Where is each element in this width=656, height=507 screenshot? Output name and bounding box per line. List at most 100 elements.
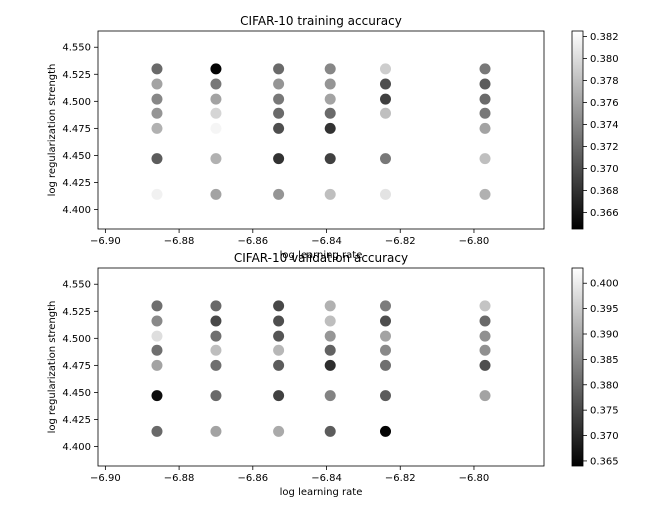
data-point	[273, 300, 285, 312]
plot-area-frame	[97, 267, 545, 467]
data-point	[324, 93, 336, 105]
data-point	[210, 315, 222, 327]
data-point	[380, 390, 391, 402]
data-point	[479, 330, 491, 342]
data-point	[210, 188, 222, 200]
data-point	[151, 390, 163, 402]
x-axis-label: log learning rate	[280, 487, 363, 498]
data-point	[151, 359, 163, 371]
y-tick-label: 4.450	[62, 388, 91, 399]
y-tick-label: 4.400	[62, 442, 91, 453]
data-point	[324, 78, 336, 90]
plot-area-frame	[97, 30, 545, 230]
x-tick-label: −6.84	[311, 473, 342, 484]
y-tick-label: 4.525	[62, 70, 91, 81]
data-point	[273, 315, 285, 327]
data-point	[324, 359, 336, 371]
data-point	[210, 425, 222, 437]
colorbar-frame	[571, 30, 584, 230]
data-point	[273, 188, 285, 200]
data-point	[151, 344, 163, 356]
colorbar-tick-label: 0.380	[590, 54, 619, 65]
data-point	[380, 153, 391, 165]
data-point	[479, 300, 491, 312]
colorbar-tick-label: 0.370	[590, 164, 619, 175]
data-point	[479, 390, 491, 402]
data-point	[324, 153, 336, 165]
x-tick-label: −6.88	[164, 236, 195, 247]
data-point	[210, 78, 222, 90]
data-point	[151, 78, 163, 90]
data-point	[479, 122, 491, 134]
data-point	[479, 107, 491, 119]
y-tick-label: 4.550	[62, 43, 91, 54]
data-point	[273, 78, 285, 90]
colorbar: 0.366 0.368 0.370 0.372 0.374 0.376 0.378 0.380…	[571, 30, 619, 230]
colorbar-tick-label: 0.376	[590, 98, 619, 109]
data-point	[210, 330, 222, 342]
data-point	[210, 93, 222, 105]
y-tick-label: 4.425	[62, 415, 91, 426]
colorbar-tick-label: 0.395	[590, 304, 619, 315]
x-tick-label: −6.86	[237, 236, 268, 247]
data-point	[273, 153, 285, 165]
data-point	[324, 188, 336, 200]
data-point	[273, 330, 285, 342]
y-tick-label: 4.475	[62, 124, 91, 135]
colorbar: 0.365 0.370 0.375 0.380 0.385 0.390 0.395 0.400	[571, 267, 619, 467]
data-point	[151, 63, 163, 75]
data-point	[324, 425, 336, 437]
colorbar-tick-label: 0.390	[590, 330, 619, 341]
data-point	[324, 390, 336, 402]
data-point	[151, 330, 163, 342]
y-tick-label: 4.475	[62, 361, 91, 372]
x-tick-label: −6.82	[385, 473, 416, 484]
data-point	[380, 425, 391, 437]
data-point	[380, 107, 391, 119]
data-point	[380, 78, 391, 90]
colorbar-tick-label: 0.366	[590, 208, 619, 219]
x-tick-label: −6.80	[459, 473, 490, 484]
x-tick-label: −6.84	[311, 236, 342, 247]
data-point	[380, 93, 391, 105]
data-point	[151, 315, 163, 327]
data-point	[324, 107, 336, 119]
data-point	[273, 344, 285, 356]
colorbar-tick-label: 0.372	[590, 142, 619, 153]
colorbar-tick-label: 0.370	[590, 431, 619, 442]
data-point	[324, 63, 336, 75]
data-point	[380, 63, 391, 75]
x-axis-ticks: −6.90 −6.88 −6.86 −6.84 −6.82 −6.80	[90, 229, 489, 247]
data-point	[151, 188, 163, 200]
y-axis-label: log regularization strength	[47, 301, 58, 434]
data-point	[151, 122, 163, 134]
y-tick-label: 4.550	[62, 280, 91, 291]
y-tick-label: 4.500	[62, 97, 91, 108]
data-point	[479, 344, 491, 356]
data-point	[324, 344, 336, 356]
data-point	[479, 315, 491, 327]
colorbar-fill	[572, 31, 583, 229]
y-axis-ticks: 4.400 4.425 4.450 4.475 4.500 4.525 4.550	[62, 43, 98, 216]
x-tick-label: −6.86	[237, 473, 268, 484]
colorbar-tick-label: 0.378	[590, 76, 619, 87]
x-tick-label: −6.90	[90, 473, 121, 484]
data-point	[273, 122, 285, 134]
data-point	[273, 93, 285, 105]
data-point	[479, 63, 491, 75]
data-point	[380, 359, 391, 371]
data-point	[210, 300, 222, 312]
y-axis-ticks: 4.400 4.425 4.450 4.475 4.500 4.525 4.550	[62, 280, 98, 453]
data-point	[210, 390, 222, 402]
validation-accuracy-chart: CIFAR-10 validation accuracy −6.90 −6.88−…	[47, 251, 619, 498]
x-tick-label: −6.82	[385, 236, 416, 247]
data-point	[479, 78, 491, 90]
x-tick-label: −6.90	[90, 236, 121, 247]
colorbar-tick-label: 0.380	[590, 380, 619, 391]
data-point	[324, 330, 336, 342]
x-axis-ticks: −6.90 −6.88 −6.86 −6.84 −6.82 −6.80	[90, 466, 489, 484]
colorbar-tick-label: 0.382	[590, 32, 619, 43]
data-point	[479, 93, 491, 105]
data-point	[210, 344, 222, 356]
colorbar-tick-label: 0.368	[590, 186, 619, 197]
